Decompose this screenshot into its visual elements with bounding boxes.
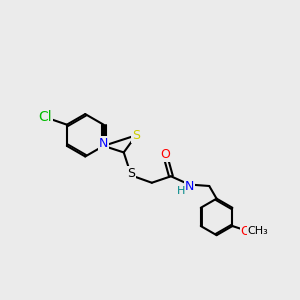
Text: O: O — [161, 148, 171, 161]
Text: S: S — [132, 129, 140, 142]
Text: H: H — [177, 186, 185, 196]
Text: Cl: Cl — [38, 110, 52, 124]
Text: CH₃: CH₃ — [248, 226, 268, 236]
Text: N: N — [184, 180, 194, 194]
Text: O: O — [241, 225, 250, 238]
Text: N: N — [99, 137, 108, 150]
Text: S: S — [127, 167, 135, 179]
